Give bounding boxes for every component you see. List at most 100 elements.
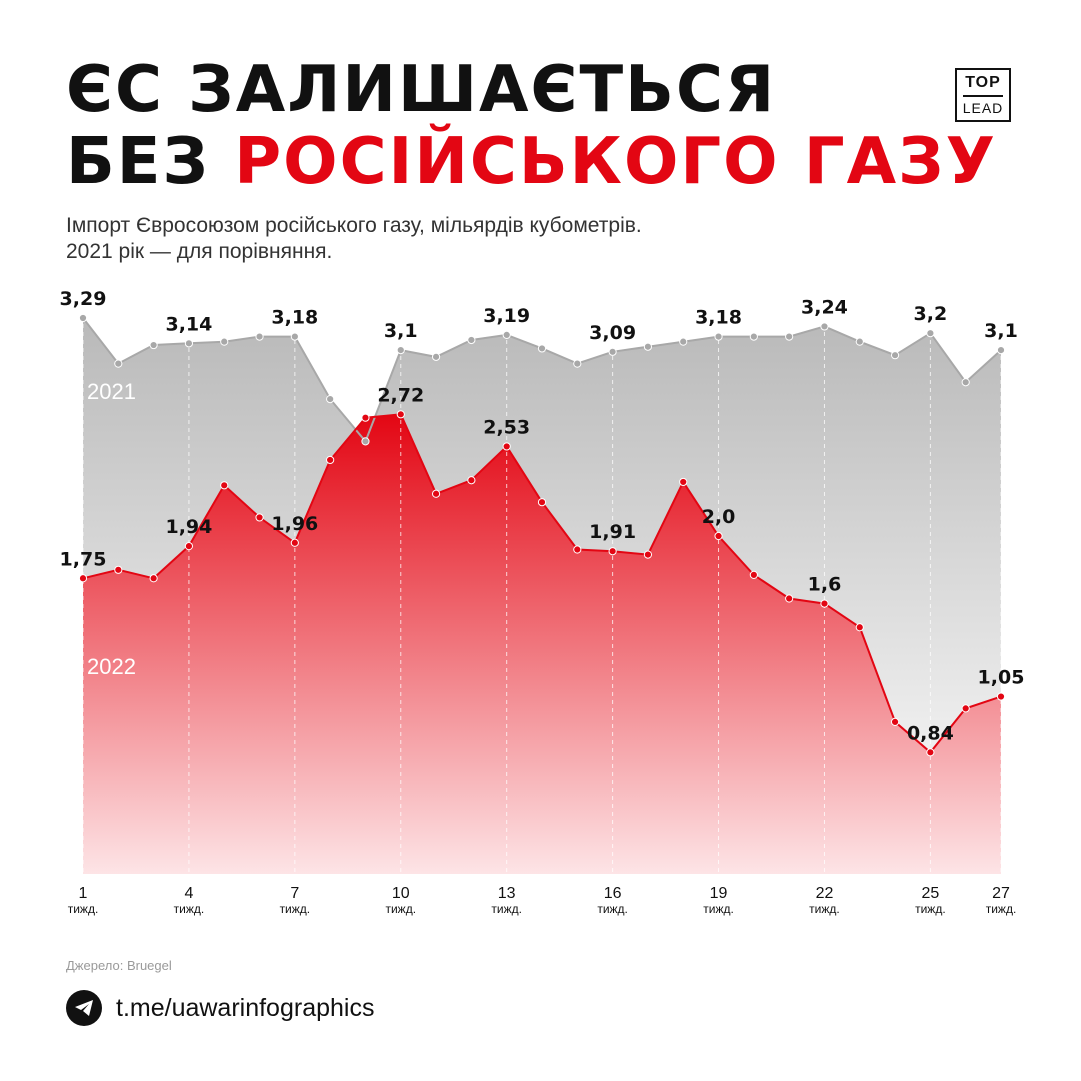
subtitle-line-2: 2021 рік — для порівняння.	[66, 240, 333, 263]
x-tick-unit-4: тижд.	[174, 902, 205, 916]
x-tick-19: 19	[710, 885, 728, 902]
point-2021-week-14	[537, 344, 547, 353]
point-2021-week-24	[890, 351, 900, 360]
title-line-2: БЕЗ РОСІЙСЬКОГО ГАЗУ	[66, 130, 997, 194]
point-2021-week-20	[749, 332, 758, 341]
point-2022-week-2	[114, 565, 123, 574]
telegram-icon[interactable]	[66, 990, 102, 1026]
x-tick-unit-7: тижд.	[280, 902, 311, 916]
data-label-2022-week-16: 1,91	[589, 521, 636, 543]
point-2022-week-14	[537, 498, 547, 507]
data-labels: 3,29 3,14 3,18 3,1 3,19 3,09 3,18 3,24 3,2 3,1 1,7…	[60, 288, 1025, 744]
point-2022-week-22	[820, 599, 829, 608]
x-tick-13: 13	[498, 885, 516, 902]
point-2022-week-24	[890, 717, 900, 727]
x-tick-unit-10: тижд.	[385, 902, 416, 916]
point-2022-week-20	[749, 570, 758, 579]
data-label-2021-week-25: 3,2	[914, 303, 948, 325]
point-2021-week-4	[184, 339, 194, 348]
chart-title: ЄС ЗАЛИШАЄТЬСЯ БЕЗ РОСІЙСЬКОГО ГАЗУ	[66, 58, 997, 194]
point-2022-week-1	[78, 574, 88, 583]
data-label-2021-week-27: 3,1	[984, 320, 1018, 342]
grid-lines	[82, 308, 1002, 874]
point-2022-week-19	[714, 531, 723, 541]
data-label-2021-week-16: 3,09	[589, 322, 636, 344]
point-2022-week-16	[608, 547, 617, 556]
point-2022-week-4	[184, 542, 194, 551]
data-label-2022-week-4: 1,94	[165, 516, 212, 538]
data-label-2021-week-19: 3,18	[695, 307, 742, 329]
telegram-link[interactable]: t.me/uawarinfographics	[116, 993, 375, 1022]
x-tick-10: 10	[392, 885, 410, 902]
x-tick-unit-1: тижд.	[68, 902, 99, 916]
point-2021-week-2	[114, 359, 123, 368]
point-2022-week-17	[643, 550, 653, 559]
x-axis: 1тижд.4тижд.7тижд.10тижд.13тижд.16тижд.1…	[68, 885, 1017, 916]
data-label-2021-week-1: 3,29	[60, 288, 107, 310]
x-tick-22: 22	[816, 885, 834, 902]
point-2021-week-12	[467, 335, 476, 345]
data-label-2022-week-13: 2,53	[483, 416, 530, 438]
point-2021-week-22	[820, 322, 829, 331]
point-2021-week-8	[326, 395, 335, 404]
x-tick-unit-25: тижд.	[915, 902, 946, 916]
point-2022-week-7	[290, 538, 299, 547]
point-2022-week-27	[996, 692, 1006, 701]
data-label-2021-week-22: 3,24	[801, 296, 848, 318]
data-label-2022-week-7: 1,96	[271, 513, 318, 535]
x-tick-unit-13: тижд.	[491, 902, 522, 916]
point-2021-week-5	[220, 337, 229, 346]
x-tick-25: 25	[921, 885, 939, 902]
point-2022-week-23	[855, 623, 864, 632]
subtitle-line-1: Імпорт Євросоюзом російського газу, міль…	[66, 214, 642, 237]
point-2022-week-12	[467, 476, 476, 485]
point-2021-week-27	[996, 346, 1006, 355]
point-2021-week-17	[643, 342, 653, 351]
gas-import-chart: 3,29 3,14 3,18 3,1 3,19 3,09 3,18 3,24 3,2 3,1 1,7…	[60, 288, 1025, 916]
logo-divider	[963, 95, 1003, 97]
point-2022-week-15	[573, 545, 582, 554]
toplead-logo: TOP LEAD	[955, 68, 1011, 122]
area-2022	[83, 414, 1001, 874]
data-label-2021-week-13: 3,19	[483, 305, 530, 327]
data-label-2022-week-27: 1,05	[978, 667, 1025, 689]
point-2021-week-9	[361, 437, 370, 446]
x-tick-16: 16	[604, 885, 622, 902]
point-2021-week-13	[502, 330, 511, 339]
x-tick-unit-19: тижд.	[703, 902, 734, 916]
x-tick-unit-22: тижд.	[809, 902, 840, 916]
series-label-2021: 2021	[87, 379, 136, 404]
title-line-1: ЄС ЗАЛИШАЄТЬСЯ	[66, 53, 777, 127]
point-2021-week-26	[961, 378, 970, 387]
x-tick-27: 27	[992, 885, 1010, 902]
point-2021-week-10	[396, 346, 405, 355]
point-2021-week-6	[255, 332, 264, 341]
chart-subtitle: Імпорт Євросоюзом російського газу, міль…	[66, 213, 642, 265]
data-label-2021-week-4: 3,14	[165, 313, 212, 335]
point-2022-week-5	[220, 481, 229, 490]
point-2022-week-18	[679, 477, 688, 487]
point-2021-week-25	[926, 329, 935, 338]
source-note: Джерело: Bruegel	[66, 958, 172, 973]
logo-bottom-text: LEAD	[962, 100, 1004, 116]
title-prefix: БЕЗ	[66, 125, 235, 199]
logo-top-text: TOP	[965, 74, 1001, 91]
point-2022-week-9	[361, 413, 370, 422]
point-2022-week-10	[396, 410, 405, 419]
data-points	[78, 313, 1006, 757]
point-2021-week-16	[608, 347, 617, 356]
point-2021-week-19	[714, 332, 723, 341]
point-2021-week-7	[290, 332, 299, 341]
point-2021-week-23	[855, 337, 864, 346]
point-2022-week-13	[502, 442, 511, 451]
x-tick-unit-16: тижд.	[597, 902, 628, 916]
data-label-2022-week-19: 2,0	[702, 506, 736, 528]
point-2021-week-18	[679, 337, 688, 346]
data-label-2021-week-10: 3,1	[384, 320, 418, 342]
point-2022-week-11	[431, 489, 441, 498]
point-2021-week-1	[78, 313, 88, 323]
title-accent: РОСІЙСЬКОГО ГАЗУ	[234, 125, 997, 199]
series-label-2022: 2022	[87, 654, 136, 679]
point-2021-week-3	[149, 340, 158, 350]
point-2021-week-15	[573, 359, 582, 368]
